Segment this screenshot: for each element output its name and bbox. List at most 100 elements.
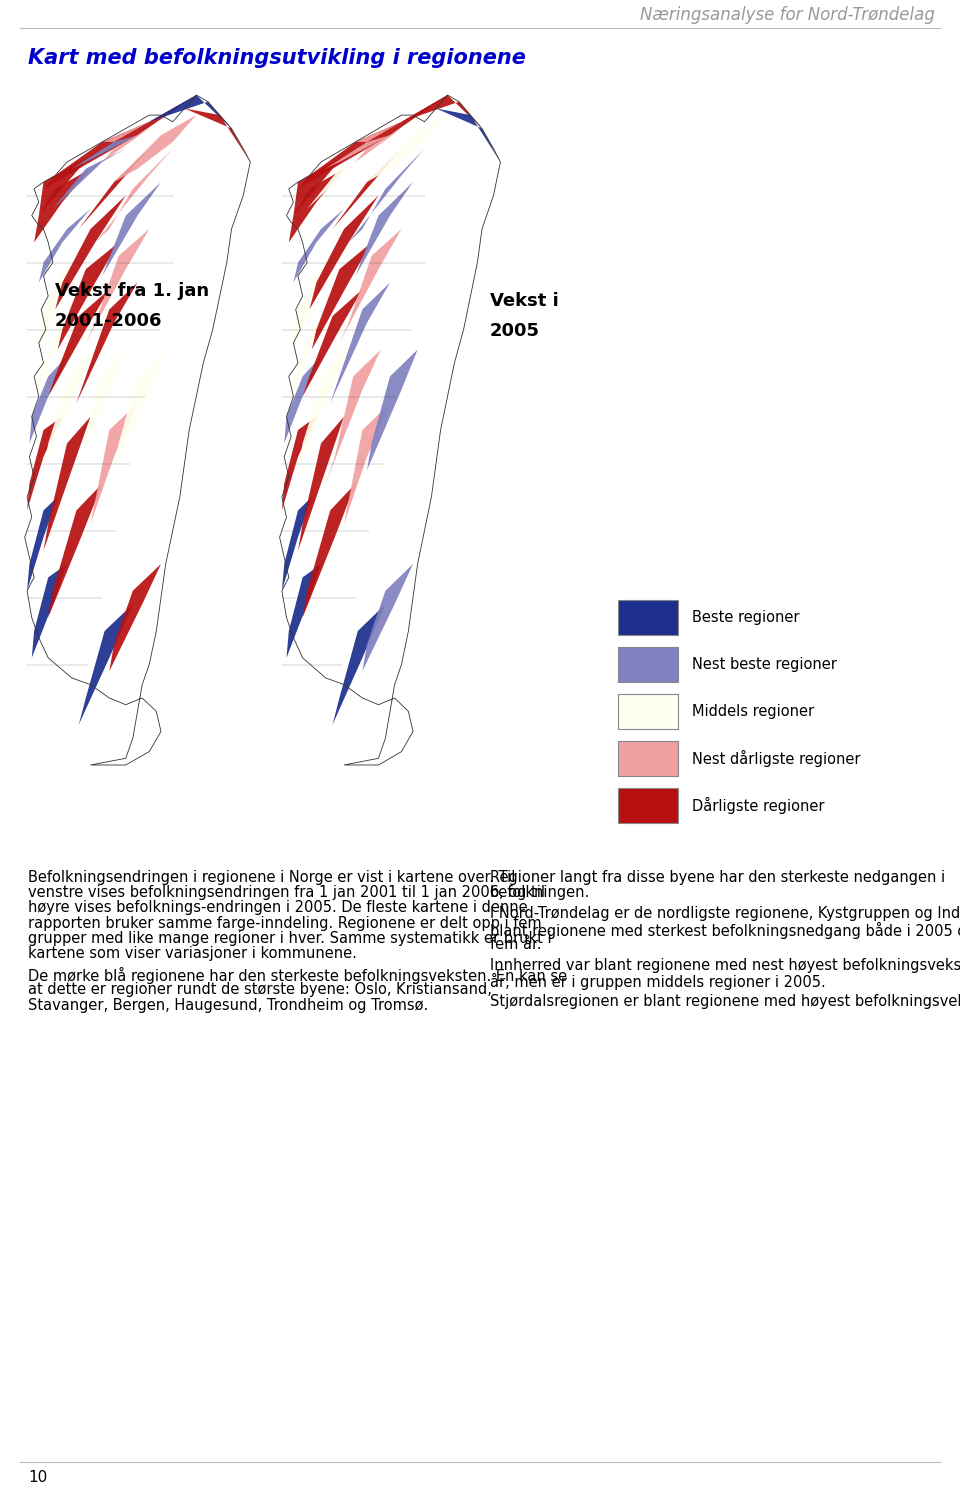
Polygon shape [103,128,149,162]
Polygon shape [362,564,413,671]
Polygon shape [335,403,390,550]
Polygon shape [279,95,500,764]
Polygon shape [294,208,344,283]
Polygon shape [184,109,251,162]
Polygon shape [85,229,149,343]
Text: De mørke blå regionene har den sterkeste befolkningsveksten. En kan se: De mørke blå regionene har den sterkeste… [28,967,567,984]
Polygon shape [81,403,137,550]
Text: Vekst i: Vekst i [490,291,559,309]
Polygon shape [27,416,62,510]
Polygon shape [282,416,317,510]
Text: blant regionene med sterkest befolkningsnedgang både i 2005 og i siste: blant regionene med sterkest befolknings… [490,922,960,938]
Text: Kart med befolkningsutvikling i regionene: Kart med befolkningsutvikling i regionen… [28,48,526,68]
Polygon shape [355,114,413,141]
Text: Næringsanalyse for Nord-Trøndelag: Næringsanalyse for Nord-Trøndelag [640,6,935,24]
Polygon shape [284,357,321,443]
Polygon shape [35,168,90,242]
Polygon shape [344,181,413,296]
Text: fem år.: fem år. [490,937,541,952]
Polygon shape [95,149,173,242]
Polygon shape [43,343,100,470]
Polygon shape [298,416,344,550]
Text: Nest dårligste regioner: Nest dårligste regioner [692,749,860,767]
Polygon shape [43,95,196,189]
Text: rapporten bruker samme farge-inndeling. Regionene er delt opp i fem: rapporten bruker samme farge-inndeling. … [28,916,541,931]
Polygon shape [294,141,378,216]
Polygon shape [367,349,418,470]
Polygon shape [355,128,401,162]
Polygon shape [302,483,355,617]
FancyBboxPatch shape [618,647,678,683]
Polygon shape [58,242,119,349]
Text: 2005: 2005 [490,323,540,341]
Polygon shape [38,141,126,216]
Text: 2001-2006: 2001-2006 [55,312,162,330]
Polygon shape [25,95,251,764]
Polygon shape [90,181,161,296]
Polygon shape [367,114,447,181]
Text: 10: 10 [28,1471,47,1486]
Text: befolkningen.: befolkningen. [490,885,590,900]
Text: venstre vises befolkningsendringen fra 1 jan 2001 til 1 jan 2006, og til: venstre vises befolkningsendringen fra 1… [28,885,545,900]
Polygon shape [291,309,332,397]
Polygon shape [289,168,344,242]
Polygon shape [282,497,312,590]
Text: Stjørdalsregionen er blant regionene med høyest befolkningsvekst.: Stjørdalsregionen er blant regionene med… [490,995,960,1010]
Polygon shape [30,357,67,443]
Text: I Nord-Trøndelag er de nordligste regionene, Kystgruppen og Indre Namdal: I Nord-Trøndelag er de nordligste region… [490,907,960,922]
FancyBboxPatch shape [618,694,678,729]
Text: at dette er regioner rundt de største byene: Oslo, Kristiansand,: at dette er regioner rundt de største by… [28,983,492,998]
Polygon shape [436,109,500,162]
Text: Middels regioner: Middels regioner [692,703,814,720]
Polygon shape [72,135,137,168]
Polygon shape [48,290,109,397]
Polygon shape [32,564,67,657]
FancyBboxPatch shape [618,741,678,776]
Polygon shape [114,114,196,181]
Text: høyre vises befolknings-endringen i 2005. De fleste kartene i denne: høyre vises befolknings-endringen i 2005… [28,901,528,916]
Polygon shape [302,290,362,397]
Polygon shape [38,256,79,349]
Text: Befolkningsendringen i regionene i Norge er vist i kartene over. Til: Befolkningsendringen i regionene i Norge… [28,870,516,885]
Polygon shape [43,416,90,550]
Polygon shape [103,114,161,141]
Text: Nest beste regioner: Nest beste regioner [692,657,837,672]
Polygon shape [114,349,166,470]
Polygon shape [340,229,401,343]
Polygon shape [321,149,401,242]
Polygon shape [109,564,161,671]
Text: Vekst fra 1. jan: Vekst fra 1. jan [55,283,209,300]
Polygon shape [36,309,79,397]
Polygon shape [309,195,378,309]
Polygon shape [38,208,90,283]
Polygon shape [348,149,424,242]
Text: grupper med like mange regioner i hver. Samme systematikk er brukt i: grupper med like mange regioner i hver. … [28,931,552,946]
Text: kartene som viser variasjoner i kommunene.: kartene som viser variasjoner i kommunen… [28,946,357,961]
Text: Dårligste regioner: Dårligste regioner [692,797,825,813]
Polygon shape [312,242,372,349]
Polygon shape [325,349,381,483]
Polygon shape [298,343,353,470]
Polygon shape [79,604,132,724]
FancyBboxPatch shape [618,599,678,635]
Text: Beste regioner: Beste regioner [692,610,800,625]
Polygon shape [77,283,137,403]
Polygon shape [53,149,126,208]
Polygon shape [401,95,482,128]
Polygon shape [67,149,149,242]
Polygon shape [332,604,385,724]
Polygon shape [27,497,58,590]
Polygon shape [294,256,332,349]
Text: Stavanger, Bergen, Haugesund, Trondheim og Tromsø.: Stavanger, Bergen, Haugesund, Trondheim … [28,998,428,1013]
Text: Regioner langt fra disse byene har den sterkeste nedgangen i: Regioner langt fra disse byene har den s… [490,870,946,885]
Polygon shape [307,149,378,208]
Polygon shape [48,483,103,617]
Polygon shape [325,135,390,168]
Polygon shape [149,95,231,128]
Text: Innherred var blant regionene med nest høyest befolkningsvekst siste fem: Innherred var blant regionene med nest h… [490,958,960,972]
Text: år, men er i gruppen middels regioner i 2005.: år, men er i gruppen middels regioner i … [490,972,826,990]
Polygon shape [286,564,321,657]
Polygon shape [298,95,447,189]
FancyBboxPatch shape [618,788,678,822]
Polygon shape [330,283,390,403]
